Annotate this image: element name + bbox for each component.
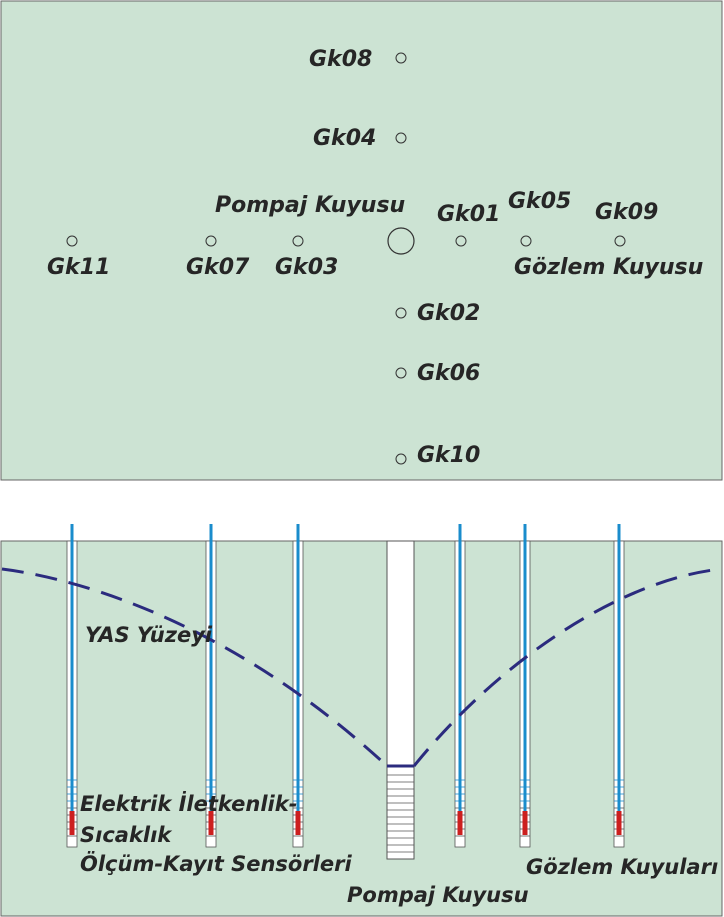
sensor-label-line1: Elektrik İletkenlik- (80, 791, 297, 816)
observation-well-gk07 (205, 524, 217, 848)
well-label-gk09: Gk09 (595, 200, 658, 225)
sensor-label-line3: Ölçüm-Kayıt Sensörleri (80, 851, 352, 876)
pumping-well-screen (387, 774, 414, 853)
well-label-gk04: Gk04 (313, 126, 376, 151)
plan-view: Gk08 Gk04 Gk01 Gk05 Gk09 Gk11 Gk07 Gk03 … (0, 0, 723, 481)
well-label-gk05: Gk05 (508, 189, 571, 214)
well-marker-gk02 (395, 307, 407, 319)
well-label-gk10: Gk10 (417, 443, 480, 468)
observation-well-gk11 (66, 524, 78, 848)
water-table-label: YAS Yüzeyi (85, 623, 213, 647)
section-view: YAS Yüzeyi Elektrik İletkenlik- Sıcaklık… (0, 524, 723, 917)
well-marker-gk04 (395, 132, 407, 144)
well-marker-gk05 (520, 235, 532, 247)
well-label-gk03: Gk03 (275, 255, 338, 280)
observation-well-gk09 (613, 524, 625, 848)
water-table-curve-right (412, 567, 722, 767)
section-view-background (0, 540, 723, 917)
observation-well-gk05 (519, 524, 531, 848)
well-label-gk07: Gk07 (186, 255, 250, 280)
sensor (69, 811, 75, 835)
plan-pumping-well-label: Pompaj Kuyusu (215, 193, 405, 218)
section-observation-wells-label: Gözlem Kuyuları (526, 855, 718, 879)
well-label-gk11: Gk11 (47, 255, 110, 280)
well-marker-gk03 (292, 235, 304, 247)
pumping-well-casing (386, 540, 415, 860)
well-marker-gk07 (205, 235, 217, 247)
well-label-gk02: Gk02 (417, 301, 480, 326)
sensor (616, 811, 622, 835)
observation-well-gk01 (454, 524, 466, 848)
water-table-curve (1, 567, 389, 768)
well-marker-gk08 (395, 52, 407, 64)
well-marker-gk01 (455, 235, 467, 247)
plan-observation-well-label: Gözlem Kuyusu (514, 255, 703, 280)
well-marker-gk09 (614, 235, 626, 247)
well-marker-gk10 (395, 453, 407, 465)
section-pumping-well-label: Pompaj Kuyusu (347, 883, 529, 907)
well-marker-gk11 (66, 235, 78, 247)
sensor (295, 811, 301, 835)
plan-view-background (0, 0, 723, 481)
well-label-gk01: Gk01 (437, 202, 500, 227)
sensor (208, 811, 214, 835)
sensor (457, 811, 463, 835)
sensor-label-line2: Sıcaklık (80, 823, 173, 847)
well-label-gk08: Gk08 (309, 47, 372, 72)
well-label-gk06: Gk06 (417, 361, 480, 386)
pumping-well-marker (387, 227, 415, 255)
sensor (522, 811, 528, 835)
well-marker-gk06 (395, 367, 407, 379)
